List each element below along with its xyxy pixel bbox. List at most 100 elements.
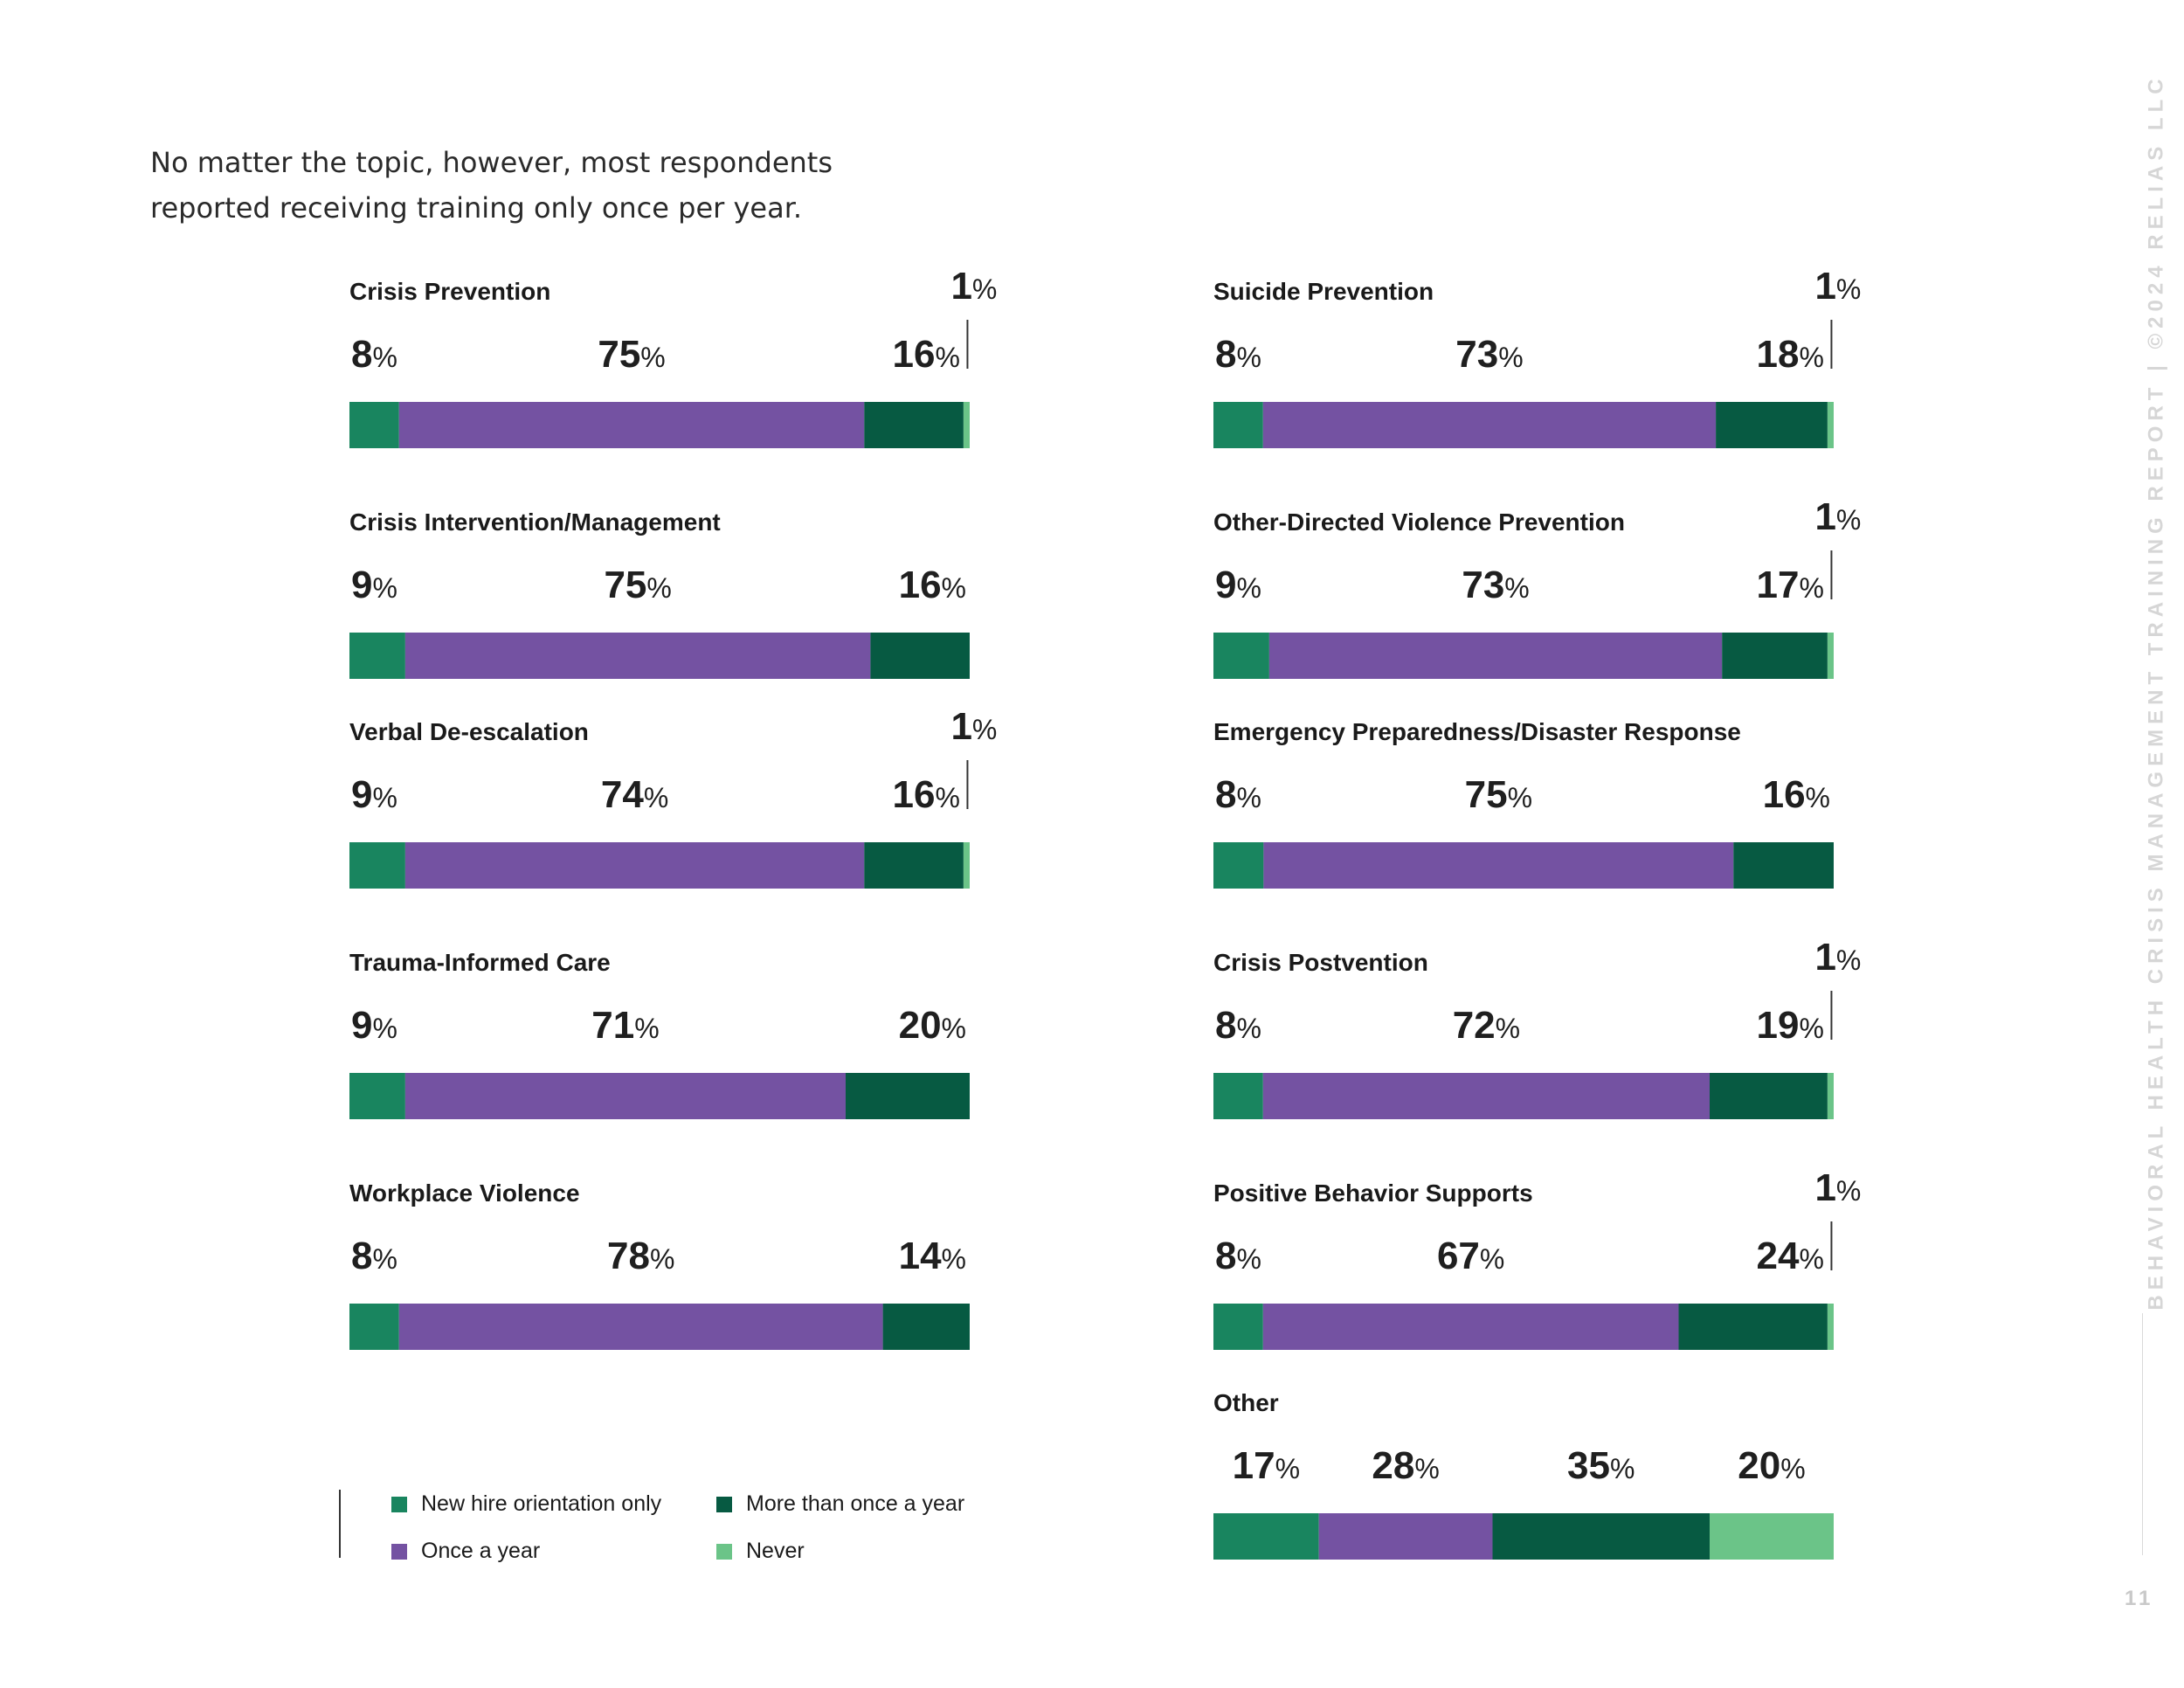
bar-segment-once (1263, 842, 1734, 889)
chart-title: Crisis Prevention (349, 278, 551, 305)
value-label-once: 71% (591, 1004, 659, 1047)
bar-segment-new-hire (1213, 842, 1264, 889)
legend-swatch-once (391, 1543, 407, 1560)
value-label-new-hire: 8% (1215, 333, 1261, 376)
value-label-new-hire: 17% (1233, 1444, 1300, 1487)
bar-segment-new-hire (349, 1304, 399, 1350)
bar-segment-more-than-once (864, 402, 964, 448)
bar-segment-more-than-once (870, 633, 970, 679)
chart-crisis-prevention: Crisis Prevention 8% 75% 16% 1% (349, 265, 1013, 488)
bar-segment-once (1262, 1304, 1679, 1350)
legend-label-more-than-once: More than once a year (746, 1491, 965, 1516)
stacked-bar-svg: 9% 71% 20% (349, 1004, 970, 1119)
bar-segment-never (1827, 402, 1834, 448)
value-label-new-hire: 8% (1215, 1235, 1261, 1277)
bar-segment-once (404, 842, 865, 889)
chart-workplace-violence: Workplace Violence 8% 78% 14% (349, 1180, 1013, 1389)
value-label-never: 1% (950, 705, 997, 748)
legend-item-never: Never (716, 1539, 805, 1564)
value-label-new-hire: 8% (351, 1235, 397, 1277)
value-label-more-than-once: 24% (1756, 1235, 1823, 1277)
value-label-once: 75% (604, 564, 671, 606)
legend-label-new-hire: New hire orientation only (421, 1491, 662, 1516)
legend: New hire orientation only More than once… (339, 1490, 1003, 1563)
value-label-once: 72% (1453, 1004, 1520, 1047)
chart-title: Verbal De-escalation (349, 718, 589, 745)
side-report-title-text: BEHAVIORAL HEALTH CRISIS MANAGEMENT TRAI… (2145, 73, 2169, 1311)
value-label-new-hire: 8% (1215, 773, 1261, 816)
side-report-title: BEHAVIORAL HEALTH CRISIS MANAGEMENT TRAI… (2139, 73, 2174, 1310)
bar-segment-new-hire (1213, 633, 1269, 679)
chart-title: Crisis Postvention (1213, 949, 1428, 976)
value-label-new-hire: 9% (351, 773, 397, 816)
value-label-once: 78% (607, 1235, 674, 1277)
bar-segment-once (398, 1304, 883, 1350)
value-label-once: 75% (1465, 773, 1532, 816)
bar-segment-new-hire (349, 842, 405, 889)
bar-segment-new-hire (1213, 1304, 1263, 1350)
chart-crisis-intervention-management: Crisis Intervention/Management 9% 75% 16% (349, 508, 1013, 718)
value-label-never: 1% (1814, 1166, 1861, 1209)
bar-segment-new-hire (349, 633, 405, 679)
bar-segment-new-hire (1213, 1513, 1319, 1560)
value-label-new-hire: 9% (351, 564, 397, 606)
legend-item-more-than-once: More than once a year (716, 1491, 964, 1517)
chart-emergency-preparedness-disaster-response: Emergency Preparedness/Disaster Response… (1213, 718, 1877, 928)
stacked-bar-svg: 8% 67% 24% 1% (1213, 1166, 1861, 1350)
chart-title: Positive Behavior Supports (1213, 1180, 1533, 1207)
chart-trauma-informed-care: Trauma-Informed Care 9% 71% 20% (349, 949, 1013, 1159)
value-label-never: 1% (1814, 495, 1861, 538)
bar-segment-once (1318, 1513, 1493, 1560)
bar-segment-once (1268, 633, 1723, 679)
bar-segment-more-than-once (1716, 402, 1828, 448)
stacked-bar-svg: 9% 75% 16% (349, 564, 970, 679)
bar-segment-more-than-once (864, 842, 964, 889)
legend-swatch-more-than-once (716, 1496, 732, 1512)
chart-title: Suicide Prevention (1213, 278, 1434, 305)
chart-title: Crisis Intervention/Management (349, 508, 721, 536)
legend-label-never: Never (746, 1539, 805, 1563)
value-label-more-than-once: 17% (1756, 564, 1823, 606)
chart-positive-behavior-supports: Positive Behavior Supports 8% 67% 24% 1% (1213, 1166, 1877, 1389)
bar-segment-new-hire (1213, 402, 1263, 448)
value-label-once: 73% (1455, 333, 1523, 376)
bar-segment-more-than-once (1710, 1073, 1828, 1119)
value-label-more-than-once: 16% (899, 564, 966, 606)
legend-item-new-hire: New hire orientation only (391, 1491, 661, 1517)
bar-segment-once (404, 633, 871, 679)
bar-segment-once (398, 402, 865, 448)
stacked-bar-svg: 8% 73% 18% 1% (1213, 265, 1861, 448)
value-label-once: 75% (598, 333, 665, 376)
bar-segment-never (1827, 1073, 1834, 1119)
value-label-never: 1% (1814, 936, 1861, 979)
value-label-new-hire: 8% (1215, 1004, 1261, 1047)
stacked-bar-svg: 17% 28% 35% 20% (1213, 1444, 1834, 1560)
bar-segment-never (1827, 1304, 1834, 1350)
legend-item-once: Once a year (391, 1539, 540, 1564)
value-label-new-hire: 9% (351, 1004, 397, 1047)
stacked-bar-svg: 8% 78% 14% (349, 1235, 970, 1350)
value-label-never: 20% (1738, 1444, 1805, 1487)
chart-crisis-postvention: Crisis Postvention 8% 72% 19% 1% (1213, 936, 1877, 1159)
intro-text: No matter the topic, however, most respo… (150, 146, 833, 225)
bar-segment-new-hire (349, 402, 399, 448)
stacked-bar-svg: 8% 75% 16% 1% (349, 265, 997, 448)
value-label-new-hire: 8% (351, 333, 397, 376)
page-number: 11 (2125, 1587, 2154, 1610)
bar-segment-never (1710, 1513, 1834, 1560)
value-label-once: 73% (1462, 564, 1529, 606)
value-label-more-than-once: 18% (1756, 333, 1823, 376)
chart-verbal-de-escalation: Verbal De-escalation 9% 74% 16% 1% (349, 705, 1013, 928)
chart-other: Other 17% 28% 35% 20% (1213, 1389, 1877, 1599)
legend-label-once: Once a year (421, 1539, 541, 1563)
chart-suicide-prevention: Suicide Prevention 8% 73% 18% 1% (1213, 265, 1877, 488)
value-label-never: 1% (1814, 265, 1861, 308)
value-label-once: 74% (601, 773, 668, 816)
bar-segment-more-than-once (882, 1304, 970, 1350)
legend-swatch-new-hire (391, 1496, 407, 1512)
stacked-bar-svg: 8% 72% 19% 1% (1213, 936, 1861, 1119)
value-label-once: 28% (1372, 1444, 1439, 1487)
value-label-more-than-once: 16% (892, 773, 959, 816)
chart-other-directed-violence-prevention: Other-Directed Violence Prevention 9% 73% 1… (1213, 495, 1877, 718)
bar-segment-never (1827, 633, 1834, 679)
